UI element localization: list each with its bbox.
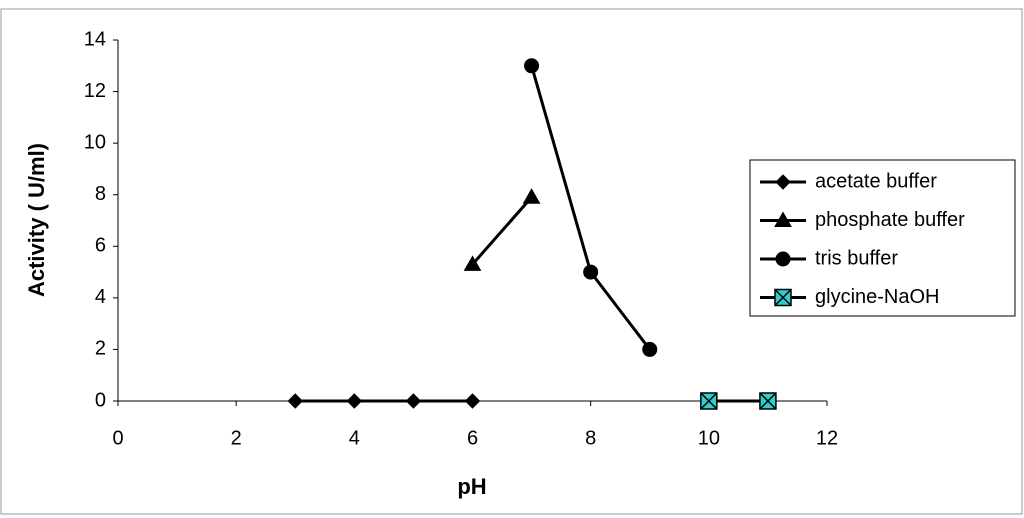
legend-marker	[775, 174, 791, 190]
x-axis-label: pH	[457, 474, 486, 499]
legend-marker	[775, 251, 791, 267]
marker	[463, 255, 482, 271]
x-tick-label: 2	[231, 427, 242, 449]
legend-marker	[774, 288, 792, 307]
marker-part	[760, 393, 776, 409]
legend-label: phosphate buffer	[815, 209, 965, 231]
marker	[642, 341, 658, 357]
y-tick-label: 4	[95, 286, 106, 308]
marker-part	[775, 289, 791, 306]
marker	[522, 188, 541, 204]
y-tick-label: 14	[84, 28, 106, 50]
marker-part	[701, 393, 717, 409]
marker	[346, 393, 363, 409]
marker	[583, 264, 599, 280]
legend-marker	[774, 211, 792, 227]
y-tick-label: 8	[95, 183, 106, 205]
y-tick-label: 2	[95, 338, 106, 360]
y-tick-label: 10	[84, 131, 106, 153]
series-line	[471, 196, 533, 266]
legend-label: tris buffer	[815, 247, 898, 269]
x-tick-label: 8	[585, 427, 596, 449]
x-tick-label: 4	[349, 427, 360, 449]
marker	[700, 392, 718, 410]
x-tick-label: 12	[816, 427, 838, 449]
y-tick-label: 12	[84, 80, 106, 102]
y-tick-label: 0	[95, 389, 106, 411]
x-tick-label: 10	[698, 427, 720, 449]
x-tick-label: 6	[467, 427, 478, 449]
x-tick-label: 0	[112, 427, 123, 449]
marker	[464, 393, 481, 409]
marker	[524, 58, 540, 74]
marker	[405, 393, 422, 409]
y-tick-label: 6	[95, 235, 106, 257]
legend-label: glycine-NaOH	[815, 286, 939, 308]
legend-label: acetate buffer	[815, 170, 937, 192]
legend-box	[749, 159, 1016, 317]
y-axis-label: Activity ( U/ml)	[24, 143, 49, 297]
marker	[759, 392, 777, 410]
marker	[287, 393, 303, 409]
